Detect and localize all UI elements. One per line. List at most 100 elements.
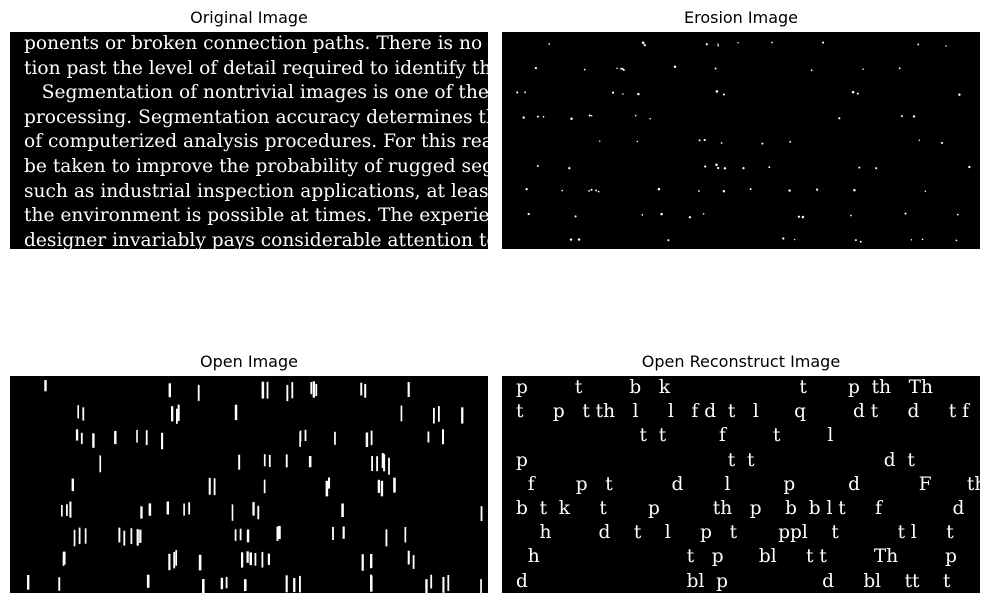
open-stroke xyxy=(268,454,271,467)
erosion-dot xyxy=(958,93,961,96)
open-stroke xyxy=(364,384,367,398)
erosion-dot xyxy=(673,65,677,69)
open-stroke xyxy=(332,526,334,540)
erosion-dot xyxy=(590,114,593,117)
erosion-dot xyxy=(620,67,622,70)
erosion-dot xyxy=(534,66,538,70)
open-reconstruct-image-title: Open Reconstruct Image xyxy=(641,352,841,371)
open-stroke xyxy=(261,551,264,568)
erosion-dots xyxy=(516,41,971,243)
open-stroke xyxy=(234,404,238,421)
open-stroke xyxy=(161,432,164,450)
erosion-dot xyxy=(636,140,639,143)
erosion-dot xyxy=(917,43,920,46)
open-stroke xyxy=(69,501,72,518)
reconstruct-text-line: h t p bl t t Th p d xyxy=(527,546,957,568)
open-stroke xyxy=(176,408,178,424)
open-stroke xyxy=(293,578,296,593)
open-stroke xyxy=(308,456,312,468)
open-stroke xyxy=(75,429,79,441)
open-stroke xyxy=(276,526,279,541)
open-stroke xyxy=(325,480,329,497)
open-stroke xyxy=(285,575,288,593)
open-image-title: Open Image xyxy=(200,352,298,371)
open-stroke xyxy=(376,456,378,472)
erosion-dot xyxy=(782,237,785,240)
erosion-dot xyxy=(667,239,670,242)
erosion-dot xyxy=(900,115,903,118)
open-stroke xyxy=(171,406,174,422)
erosion-dot xyxy=(723,167,727,170)
erosion-dot xyxy=(634,114,637,117)
open-stroke xyxy=(183,503,185,516)
open-stroke xyxy=(197,384,200,401)
open-stroke xyxy=(66,504,68,516)
reconstruct-text-line: b t k t p th p b b l t f d t xyxy=(516,498,965,519)
reconstruct-text-line: d bl p d bl tt t t l xyxy=(516,570,951,592)
erosion-dot xyxy=(810,69,813,72)
original-text-line: be taken to improve the probability of r… xyxy=(24,155,488,177)
erosion-dot xyxy=(875,167,878,170)
open-stroke xyxy=(220,577,224,590)
erosion-dot xyxy=(856,92,859,95)
original-text-line: processing. Segmentation accuracy determ… xyxy=(24,106,488,128)
erosion-dot xyxy=(912,115,916,118)
open-stroke xyxy=(145,430,148,446)
erosion-dot xyxy=(524,91,527,94)
erosion-dot xyxy=(761,142,764,145)
open-stroke xyxy=(407,382,410,397)
open-stroke xyxy=(139,529,142,543)
erosion-dot xyxy=(637,92,640,96)
erosion-dot xyxy=(525,188,528,191)
open-stroke xyxy=(123,530,126,546)
erosion-dot xyxy=(910,239,913,241)
open-stroke xyxy=(254,553,257,566)
erosion-dot xyxy=(621,67,624,70)
erosion-dot xyxy=(838,117,841,120)
open-stroke xyxy=(78,527,81,545)
erosion-dot xyxy=(649,117,651,120)
open-stroke xyxy=(202,579,205,593)
erosion-dot xyxy=(595,189,598,192)
erosion-dot xyxy=(789,140,792,143)
erosion-dot xyxy=(797,215,801,218)
reconstruct-text-line: t p t th l l f d t l q d t d t f th xyxy=(516,401,980,423)
reconstruct-text-line: p t t d t th xyxy=(516,449,915,471)
erosion-dot xyxy=(660,212,663,216)
open-stroke xyxy=(480,506,483,521)
open-stroke xyxy=(82,407,85,421)
open-strokes xyxy=(27,380,483,593)
reconstruct-text-line: t t f t l f th xyxy=(516,425,980,447)
open-stroke xyxy=(299,430,302,442)
open-stroke xyxy=(257,505,260,520)
open-stroke xyxy=(360,382,363,396)
erosion-dot xyxy=(704,165,707,168)
erosion-dot xyxy=(749,188,752,191)
open-stroke xyxy=(430,574,433,589)
erosion-dot xyxy=(924,190,927,193)
erosion-dot xyxy=(956,213,959,216)
open-stroke xyxy=(168,553,171,571)
reconstruct-text-line: h d t l p t ppl t t l t xyxy=(516,522,954,544)
open-stroke xyxy=(381,453,385,468)
erosion-dot xyxy=(698,190,700,192)
open-stroke xyxy=(225,576,228,589)
reconstruct-text-line: f p t d l p d F th xyxy=(516,473,980,495)
erosion-dot xyxy=(577,238,581,241)
erosion-dot xyxy=(921,238,924,241)
open-stroke xyxy=(92,433,95,448)
open-stroke xyxy=(407,550,410,565)
open-stroke xyxy=(238,454,241,470)
erosion-dot xyxy=(641,214,644,216)
open-stroke xyxy=(263,479,266,494)
open-stroke xyxy=(480,579,482,593)
erosion-dot xyxy=(945,45,947,47)
open-stroke xyxy=(278,525,281,540)
erosion-dot xyxy=(583,68,586,71)
erosion-dot xyxy=(720,142,723,144)
original-text-line: the environment is possible at times. Th… xyxy=(24,205,488,227)
open-stroke xyxy=(44,380,47,392)
erosion-dot xyxy=(611,91,615,94)
open-stroke xyxy=(244,579,247,591)
open-stroke xyxy=(385,529,388,547)
